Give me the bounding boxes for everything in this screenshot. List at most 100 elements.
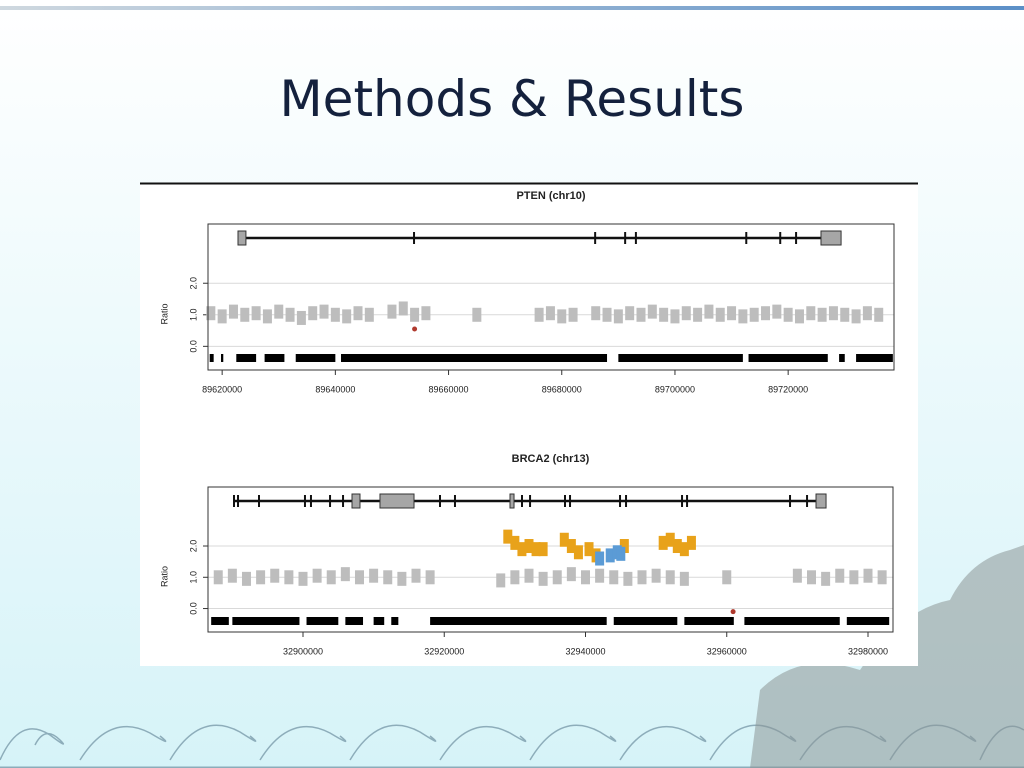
ratio-point [425,570,435,585]
ratio-point [849,570,859,585]
probe-region [232,617,300,625]
ratio-point [637,570,647,585]
ratio-point [411,568,421,583]
ratio-point [792,568,802,583]
chart-title: BRCA2 (chr13) [512,453,590,465]
ratio-point [213,570,223,585]
ratio-point [693,307,703,322]
ratio-point [228,304,238,319]
y-axis-label: Ratio [159,303,169,324]
ratio-point [538,571,548,586]
y-axis-label: Ratio [159,566,169,587]
ratio-point [727,306,737,321]
ratio-point [623,571,633,586]
probe-region [341,354,608,362]
ratio-point [806,306,816,321]
probe-region [295,354,336,362]
ratio-point [241,571,251,586]
ratio-point [251,306,261,321]
ratio-point [369,568,379,583]
ratio-point [284,570,294,585]
ratio-point [761,306,771,321]
x-tick-label: 89700000 [655,384,695,394]
ratio-point [383,570,393,585]
x-tick-label: 89640000 [315,384,355,394]
ratio-point [722,570,732,585]
utr-box [379,493,415,509]
chart-title: PTEN (chr10) [516,190,585,202]
ratio-point [510,535,520,550]
ratio-point [686,535,696,550]
ratio-point [625,306,635,321]
utr-box [509,493,515,509]
probe-region [264,354,285,362]
ratio-point [496,573,506,588]
ratio-point [298,571,308,586]
ratio-point [557,309,567,324]
ratio-point [552,570,562,585]
slide-title: Methods & Results [280,70,745,128]
ratio-point [227,568,237,583]
ratio-point [524,568,534,583]
x-tick-label: 32920000 [424,646,464,656]
ratio-point [665,570,675,585]
ratio-point [545,306,555,321]
probe-region [221,354,224,362]
x-tick-label: 89680000 [542,384,582,394]
ratio-point [749,307,759,322]
figure-panel [140,183,918,666]
x-tick-label: 32980000 [848,646,888,656]
ratio-point [397,571,407,586]
ratio-point [681,306,691,321]
ratio-point [410,307,420,322]
ratio-point [651,568,661,583]
ratio-point [534,307,544,322]
probe-region [211,617,229,625]
ratio-point [354,570,364,585]
ratio-point [616,546,626,561]
x-tick-label: 89620000 [202,384,242,394]
probe-region [856,354,893,362]
ratio-point [806,570,816,585]
probe-region [209,354,214,362]
ratio-point [285,307,295,322]
outlier-point [730,609,736,615]
ratio-point [566,567,576,582]
probe-region [618,354,743,362]
x-tick-label: 32900000 [283,646,323,656]
x-tick-label: 32960000 [707,646,747,656]
ratio-point [851,309,861,324]
ratio-point [472,307,482,322]
probe-region [748,354,828,362]
ratio-point [270,568,280,583]
ratio-point [821,571,831,586]
ratio-point [559,532,569,547]
ratio-point [670,309,680,324]
probe-region [684,617,734,625]
top-bar [0,6,1024,10]
y-tick-label: 2.0 [188,277,198,290]
ratio-point [595,568,605,583]
probe-region [345,617,364,625]
outlier-point [412,326,418,332]
ratio-point [863,568,873,583]
plot-frame [207,223,895,371]
ratio-point [591,306,601,321]
ratio-point [274,304,284,319]
ratio-point [296,310,306,325]
ratio-point [817,307,827,322]
ratio-point [531,542,541,557]
ratio-point [510,570,520,585]
ratio-point [613,309,623,324]
ratio-point [524,539,534,554]
ratio-point [538,542,548,557]
ratio-point [679,571,689,586]
ratio-point [602,307,612,322]
y-tick-label: 1.0 [188,309,198,322]
probe-region [373,617,385,625]
ratio-point [353,306,363,321]
ratio-point [738,309,748,324]
ratio-point [704,304,714,319]
ratio-point [566,539,576,554]
